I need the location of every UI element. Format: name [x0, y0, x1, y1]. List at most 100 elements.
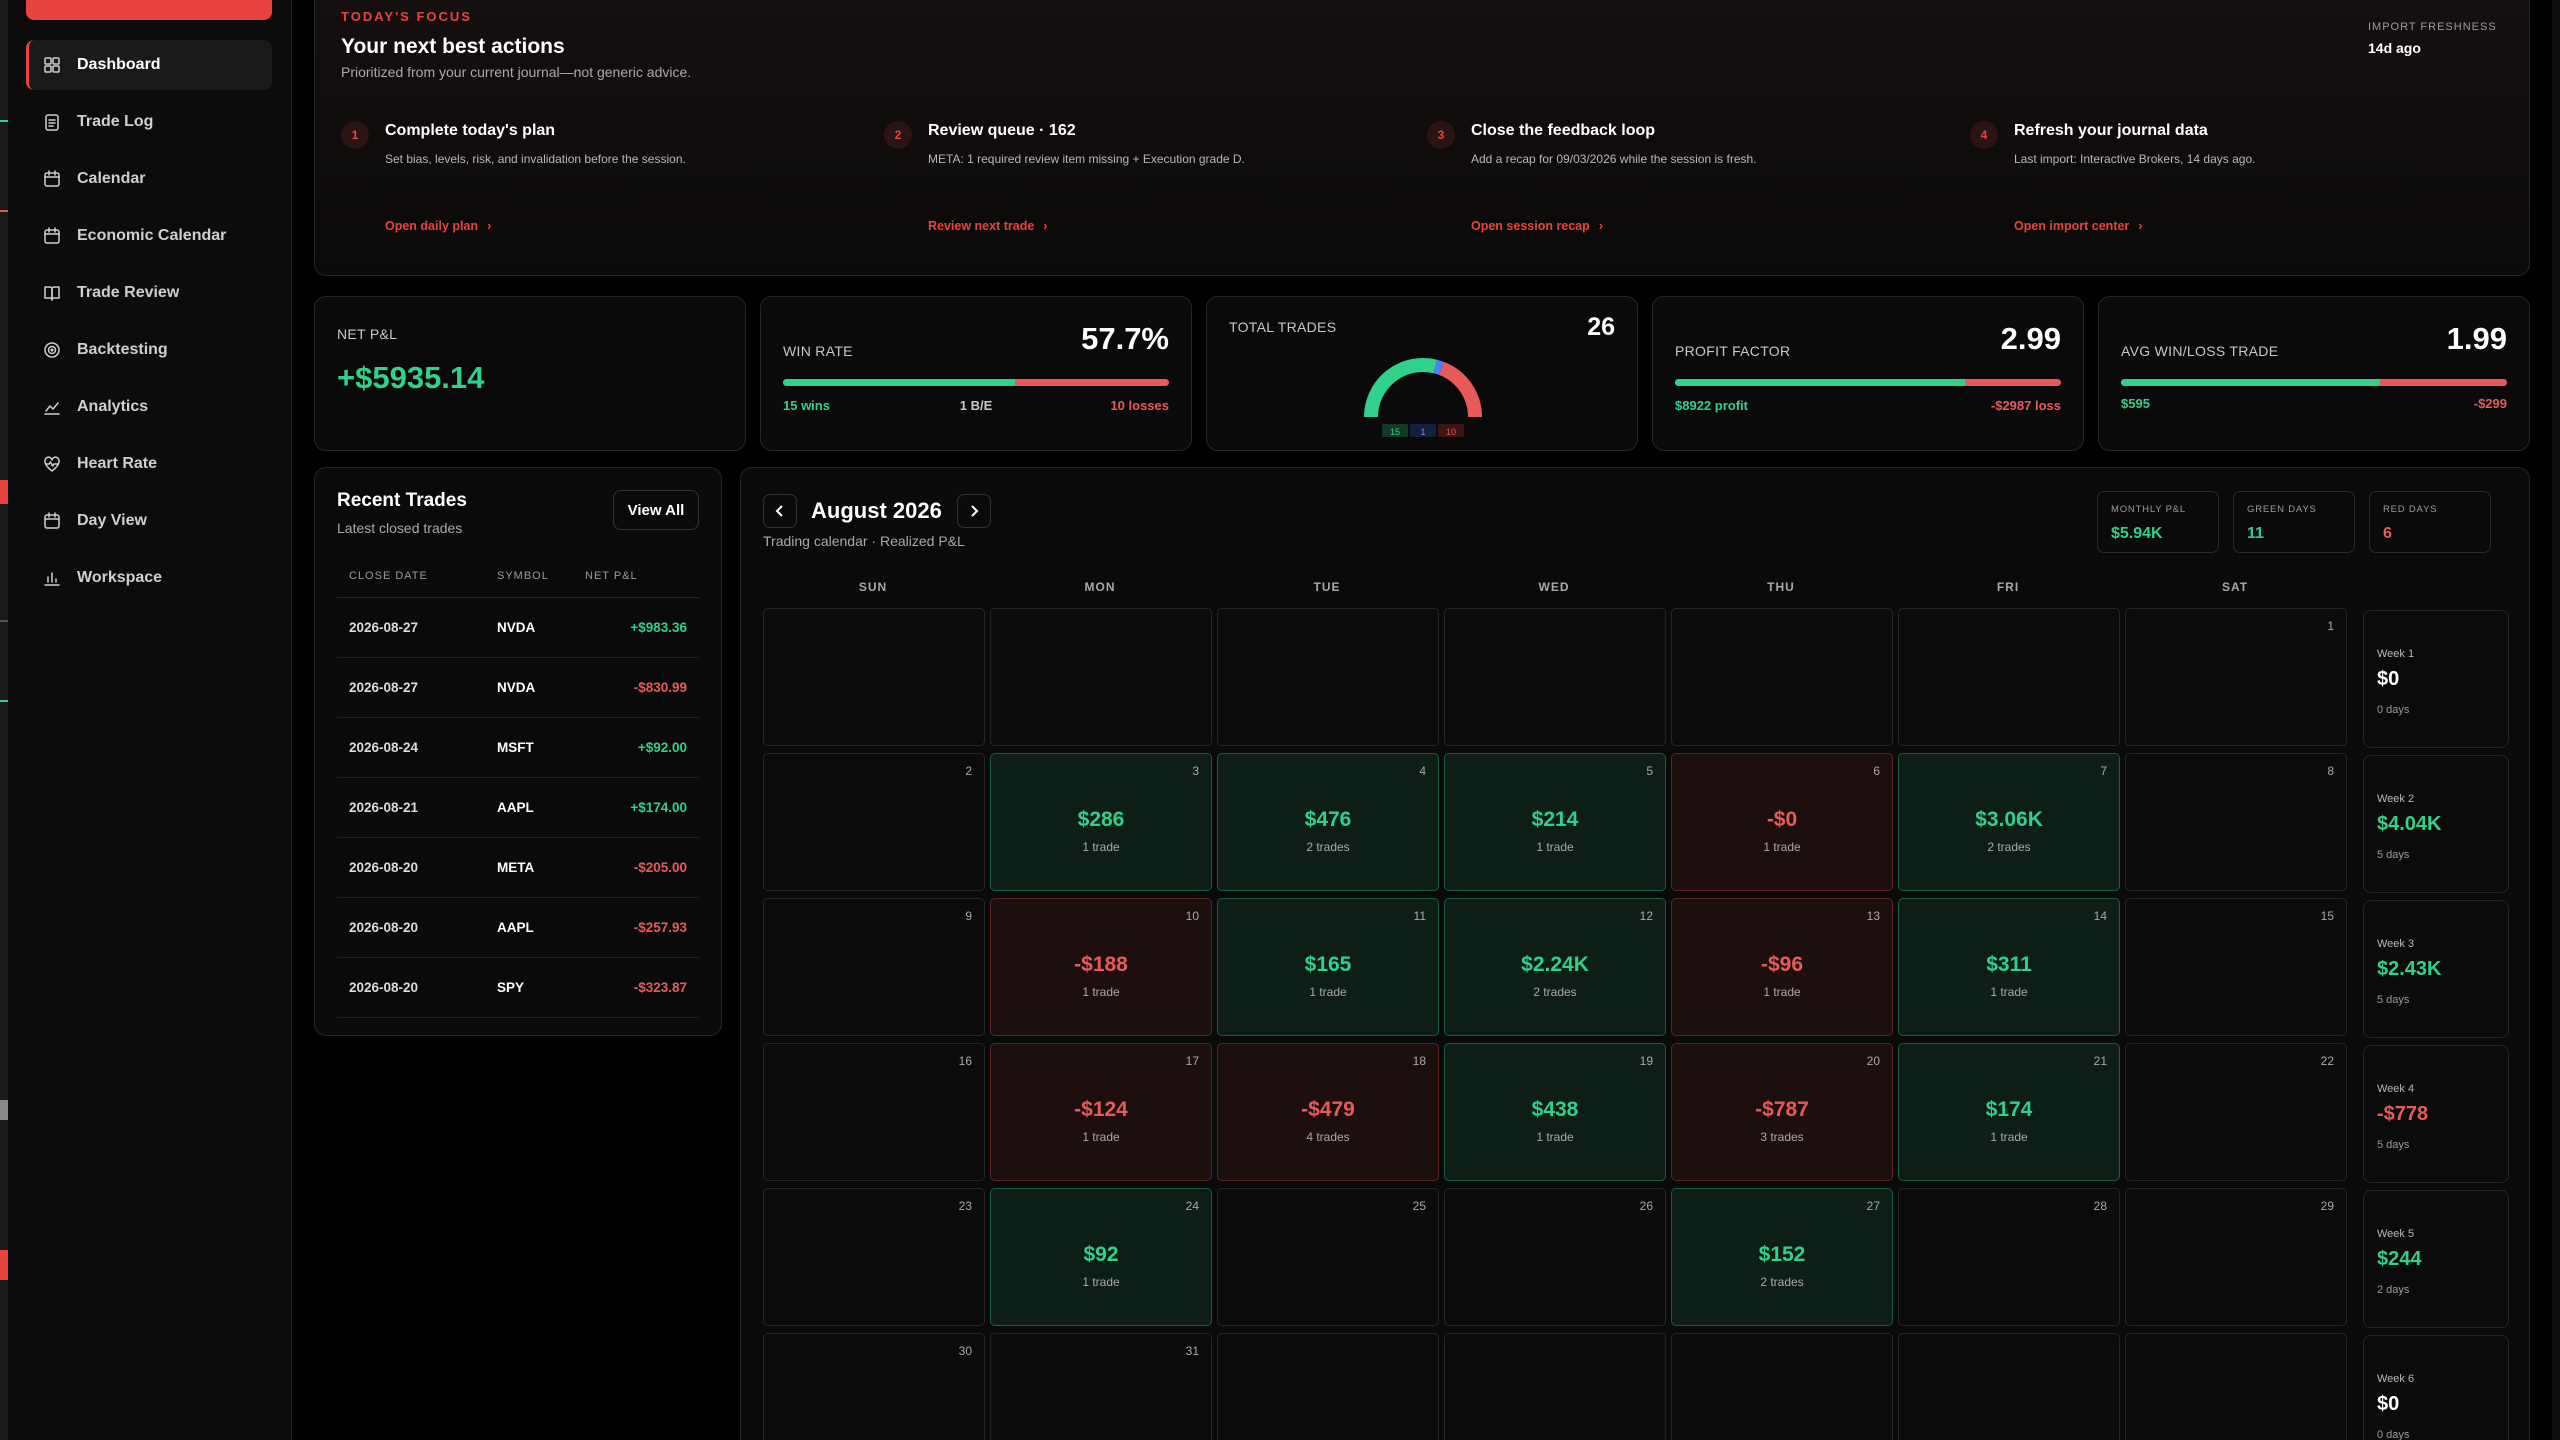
day-number: 25	[1412, 1199, 1426, 1213]
calendar-day[interactable]	[1217, 608, 1439, 746]
calendar-day[interactable]	[763, 608, 985, 746]
net-pnl-card: NET P&L +$5935.14	[314, 296, 746, 451]
action-number-badge: 4	[1970, 121, 1998, 149]
action-link-label: Open import center	[2014, 219, 2130, 233]
calendar-day[interactable]: 21 $174 1 trade	[1898, 1043, 2120, 1181]
calendar-day[interactable]: 16	[763, 1043, 985, 1181]
trade-net-pnl: +$174.00	[630, 800, 687, 815]
table-row[interactable]: 2026-08-20 AAPL -$257.93	[337, 898, 699, 958]
calendar-day[interactable]: 9	[763, 898, 985, 1036]
prev-month-button[interactable]	[763, 494, 797, 528]
calendar-day[interactable]: 10 -$188 1 trade	[990, 898, 1212, 1036]
action-link[interactable]: Open session recap ›	[1471, 219, 1603, 233]
sidebar-item-heart-rate[interactable]: Heart Rate	[26, 439, 272, 489]
calendar-day[interactable]: 27 $152 2 trades	[1671, 1188, 1893, 1326]
sidebar-item-backtesting[interactable]: Backtesting	[26, 325, 272, 375]
week-summary[interactable]: Week 6 $0 0 days	[2363, 1335, 2509, 1440]
sidebar-item-dashboard[interactable]: Dashboard	[26, 40, 272, 90]
weekday-header: WED	[1538, 580, 1570, 594]
calendar-day[interactable]	[1898, 1333, 2120, 1440]
calendar-day[interactable]: 5 $214 1 trade	[1444, 753, 1666, 891]
sidebar-item-analytics[interactable]: Analytics	[26, 382, 272, 432]
weekday-header: TUE	[1313, 580, 1341, 594]
week-label: Week 4	[2377, 1083, 2415, 1095]
action-link[interactable]: Open daily plan ›	[385, 219, 491, 233]
calendar-day[interactable]	[1898, 608, 2120, 746]
week-summary[interactable]: Week 2 $4.04K 5 days	[2363, 755, 2509, 893]
next-month-button[interactable]	[957, 494, 991, 528]
week-days-count: 0 days	[2377, 704, 2410, 716]
week-label: Week 3	[2377, 938, 2415, 950]
sidebar-item-economic-calendar[interactable]: Economic Calendar	[26, 211, 272, 261]
recent-trades-title: Recent Trades	[337, 490, 467, 511]
calendar-day[interactable]: 6 -$0 1 trade	[1671, 753, 1893, 891]
primary-action-button[interactable]	[26, 0, 272, 20]
gauge-breakeven-arc	[1433, 359, 1444, 375]
calendar-day[interactable]: 2	[763, 753, 985, 891]
table-row[interactable]: 2026-08-27 NVDA -$830.99	[337, 658, 699, 718]
sidebar-item-trade-review[interactable]: Trade Review	[26, 268, 272, 318]
calendar-day[interactable]: 8	[2125, 753, 2347, 891]
week-total: $244	[2377, 1248, 2422, 1270]
calendar-day[interactable]: 30	[763, 1333, 985, 1440]
sidebar-item-day-view[interactable]: Day View	[26, 496, 272, 546]
week-days-count: 5 days	[2377, 1139, 2410, 1151]
calendar-day[interactable]: 17 -$124 1 trade	[990, 1043, 1212, 1181]
win-rate-label: WIN RATE	[783, 343, 853, 359]
action-description: Add a recap for 09/03/2026 while the ses…	[1471, 152, 1757, 166]
focus-subtitle: Prioritized from your current journal—no…	[341, 64, 692, 80]
calendar-day[interactable]	[1671, 1333, 1893, 1440]
trading-calendar: August 2026 Trading calendar · Realized …	[740, 467, 2530, 1440]
calendar-day[interactable]: 13 -$96 1 trade	[1671, 898, 1893, 1036]
calendar-day[interactable]: 3 $286 1 trade	[990, 753, 1212, 891]
day-number: 2	[965, 764, 972, 778]
table-row[interactable]: 2026-08-24 MSFT +$92.00	[337, 718, 699, 778]
action-link[interactable]: Open import center ›	[2014, 219, 2142, 233]
week-summary[interactable]: Week 4 -$778 5 days	[2363, 1045, 2509, 1183]
calendar-icon	[44, 227, 60, 244]
table-row[interactable]: 2026-08-20 META -$205.00	[337, 838, 699, 898]
sidebar-item-calendar[interactable]: Calendar	[26, 154, 272, 204]
calendar-day[interactable]: 29	[2125, 1188, 2347, 1326]
week-summary[interactable]: Week 5 $244 2 days	[2363, 1190, 2509, 1328]
calendar-day[interactable]	[1217, 1333, 1439, 1440]
calendar-day[interactable]	[1444, 608, 1666, 746]
week-summary[interactable]: Week 3 $2.43K 5 days	[2363, 900, 2509, 1038]
sidebar-item-workspace[interactable]: Workspace	[26, 553, 272, 603]
total-trades-value: 26	[1587, 313, 1615, 341]
calendar-day[interactable]: 4 $476 2 trades	[1217, 753, 1439, 891]
calendar-day[interactable]: 7 $3.06K 2 trades	[1898, 753, 2120, 891]
calendar-day[interactable]: 31	[990, 1333, 1212, 1440]
calendar-day[interactable]: 28	[1898, 1188, 2120, 1326]
calendar-day[interactable]: 20 -$787 3 trades	[1671, 1043, 1893, 1181]
calendar-day[interactable]	[2125, 1333, 2347, 1440]
day-number: 12	[1639, 909, 1653, 923]
calendar-day[interactable]	[1671, 608, 1893, 746]
day-number: 17	[1185, 1054, 1199, 1068]
calendar-day[interactable]: 19 $438 1 trade	[1444, 1043, 1666, 1181]
sidebar-item-trade-log[interactable]: Trade Log	[26, 97, 272, 147]
calendar-day[interactable]: 18 -$479 4 trades	[1217, 1043, 1439, 1181]
week-summary[interactable]: Week 1 $0 0 days	[2363, 610, 2509, 748]
calendar-day[interactable]: 12 $2.24K 2 trades	[1444, 898, 1666, 1036]
wins-count: 15 wins	[783, 398, 830, 413]
week-days-count: 2 days	[2377, 1284, 2410, 1296]
calendar-day[interactable]: 24 $92 1 trade	[990, 1188, 1212, 1326]
table-row[interactable]: 2026-08-21 AAPL +$174.00	[337, 778, 699, 838]
calendar-day[interactable]: 14 $311 1 trade	[1898, 898, 2120, 1036]
table-row[interactable]: 2026-08-20 SPY -$323.87	[337, 958, 699, 1018]
calendar-day[interactable]: 22	[2125, 1043, 2347, 1181]
action-link[interactable]: Review next trade ›	[928, 219, 1047, 233]
calendar-day[interactable]: 11 $165 1 trade	[1217, 898, 1439, 1036]
view-all-button[interactable]: View All	[613, 490, 699, 530]
calendar-day[interactable]: 26	[1444, 1188, 1666, 1326]
calendar-day[interactable]	[1444, 1333, 1666, 1440]
calendar-day[interactable]: 1	[2125, 608, 2347, 746]
table-row[interactable]: 2026-08-27 NVDA +$983.36	[337, 598, 699, 658]
calendar-day[interactable]	[990, 608, 1212, 746]
calendar-day[interactable]: 15	[2125, 898, 2347, 1036]
losses-count: 10 losses	[1110, 398, 1169, 413]
calendar-day[interactable]: 25	[1217, 1188, 1439, 1326]
action-number-badge: 1	[341, 121, 369, 149]
calendar-day[interactable]: 23	[763, 1188, 985, 1326]
